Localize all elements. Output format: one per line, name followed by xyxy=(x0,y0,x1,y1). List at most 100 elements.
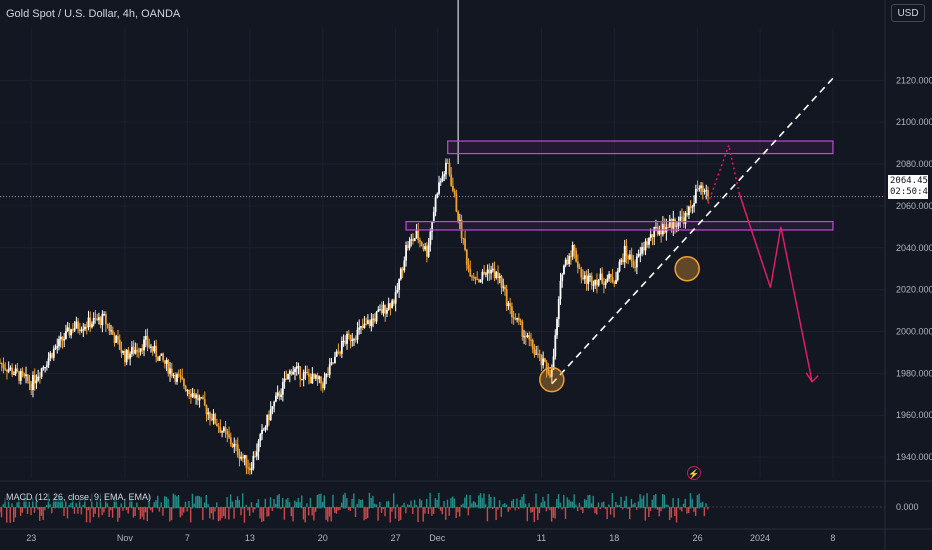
macd-bar xyxy=(369,493,370,509)
candle-body xyxy=(105,314,107,324)
candle-body xyxy=(138,352,140,353)
candle-body xyxy=(605,281,607,284)
y-tick-label: 1960.000 xyxy=(896,410,932,420)
candle-body xyxy=(639,253,641,254)
macd-bar xyxy=(537,507,538,520)
macd-bar xyxy=(639,494,640,508)
candle-body xyxy=(190,394,192,397)
support-zone xyxy=(406,222,833,230)
macd-bar xyxy=(268,507,269,516)
candle-body xyxy=(178,374,180,375)
macd-bar xyxy=(624,501,625,508)
candle-body xyxy=(650,234,652,238)
candle-body xyxy=(30,384,32,390)
macd-bar xyxy=(159,507,160,512)
macd-bar xyxy=(0,507,1,512)
candle-body xyxy=(273,402,275,407)
macd-bar xyxy=(311,507,312,516)
macd-bar xyxy=(313,507,314,520)
candle-body xyxy=(554,335,556,356)
candle-body xyxy=(265,427,267,430)
macd-label[interactable]: MACD (12, 26, close, 9, EMA, EMA) xyxy=(4,492,153,502)
macd-bar xyxy=(584,499,585,508)
macd-bar xyxy=(256,503,257,507)
candle-body xyxy=(239,455,241,458)
candle-body xyxy=(122,351,124,353)
candle-body xyxy=(324,378,326,389)
macd-bar xyxy=(483,493,484,508)
macd-bar xyxy=(686,507,687,514)
candle-body xyxy=(65,331,67,339)
macd-bar xyxy=(353,493,354,508)
candle-body xyxy=(561,274,563,280)
candle-body xyxy=(207,412,209,414)
macd-bar xyxy=(662,494,663,508)
macd-bar xyxy=(691,499,692,508)
candle-body xyxy=(167,360,169,374)
macd-bar xyxy=(261,507,262,522)
macd-bar xyxy=(551,507,552,522)
candle-body xyxy=(362,326,364,328)
candle-body xyxy=(315,375,317,378)
candle-body xyxy=(403,261,405,271)
candle-body xyxy=(475,277,477,279)
macd-bar xyxy=(492,507,493,509)
x-tick-label: 27 xyxy=(391,533,401,543)
candle-body xyxy=(108,325,110,331)
macd-bar xyxy=(280,507,281,509)
macd-bar xyxy=(101,507,102,515)
macd-bar xyxy=(239,500,240,508)
candle-body xyxy=(638,254,640,256)
candle-body xyxy=(364,324,366,328)
macd-bar xyxy=(665,505,666,508)
candle-body xyxy=(482,272,484,280)
macd-bar xyxy=(676,507,677,523)
macd-bar xyxy=(530,507,531,513)
macd-bar xyxy=(528,503,529,507)
candle-body xyxy=(11,368,13,375)
lightning-icon[interactable]: ⚡ xyxy=(687,466,701,480)
macd-bar xyxy=(188,501,189,508)
macd-bar xyxy=(591,503,592,507)
macd-bar xyxy=(209,507,210,518)
currency-button[interactable]: USD xyxy=(891,4,925,22)
candle-body xyxy=(594,280,596,285)
candle-body xyxy=(39,377,41,378)
macd-bar xyxy=(707,507,708,509)
x-tick-label: 11 xyxy=(537,533,546,543)
macd-bar xyxy=(95,507,96,514)
macd-bar xyxy=(67,507,68,518)
macd-bar xyxy=(544,501,545,507)
candle-body xyxy=(86,327,88,328)
macd-bar xyxy=(89,507,90,523)
macd-bar xyxy=(75,503,76,507)
macd-bar xyxy=(495,507,496,520)
candle-body xyxy=(228,434,230,437)
macd-bar xyxy=(511,501,512,508)
macd-bar xyxy=(204,503,205,508)
y-tick-label: 2020.000 xyxy=(896,285,932,295)
candle-body xyxy=(188,390,190,394)
candle-body xyxy=(128,350,130,359)
candle-body xyxy=(60,337,62,339)
last-price-tag: 2064.455 02:50:45 xyxy=(888,175,928,199)
candle-body xyxy=(159,356,161,361)
candle-body xyxy=(13,374,15,375)
candle-body xyxy=(74,328,76,331)
macd-bar xyxy=(514,507,515,510)
bar-countdown: 02:50:45 xyxy=(890,187,926,198)
candle-body xyxy=(393,300,395,303)
candle-body xyxy=(355,339,357,340)
macd-bar xyxy=(527,507,528,521)
candle-body xyxy=(428,245,430,257)
candle-body xyxy=(98,317,100,320)
macd-bar xyxy=(249,507,250,516)
candle-body xyxy=(193,393,195,398)
macd-bar xyxy=(69,505,70,507)
candle-body xyxy=(55,348,57,349)
macd-bar xyxy=(549,507,550,510)
candle-body xyxy=(516,318,518,320)
candle-body xyxy=(280,395,282,397)
candle-body xyxy=(313,374,315,379)
